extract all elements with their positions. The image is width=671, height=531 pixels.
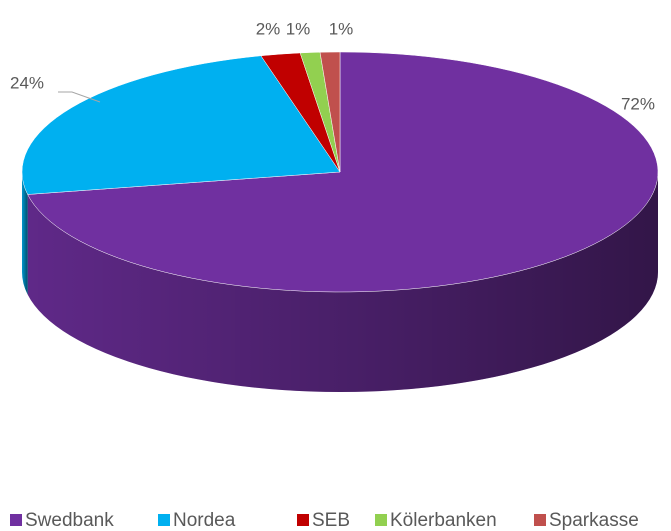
legend-label: Kölerbanken [390, 510, 497, 531]
data-label: 2% [256, 19, 281, 38]
data-label: 24% [10, 73, 44, 92]
legend-swatch [10, 514, 22, 526]
slice [21, 55, 341, 195]
legend-swatch [158, 514, 170, 526]
data-label: 1% [329, 19, 354, 38]
slice [27, 51, 659, 293]
data-label: 72% [621, 94, 655, 113]
leader-line [58, 91, 101, 103]
legend-swatch [534, 514, 546, 526]
legend-swatch [297, 514, 309, 526]
legend-label: Swedbank [25, 510, 114, 531]
slice [319, 51, 341, 173]
legend-swatch [375, 514, 387, 526]
slice-side-shade [22, 172, 28, 295]
slice-side-shade [27, 172, 659, 392]
legend-label: Nordea [173, 510, 236, 531]
legend-label: Sparkasse [549, 510, 639, 531]
data-label: 1% [286, 19, 311, 38]
legend-label: SEB [312, 510, 350, 531]
